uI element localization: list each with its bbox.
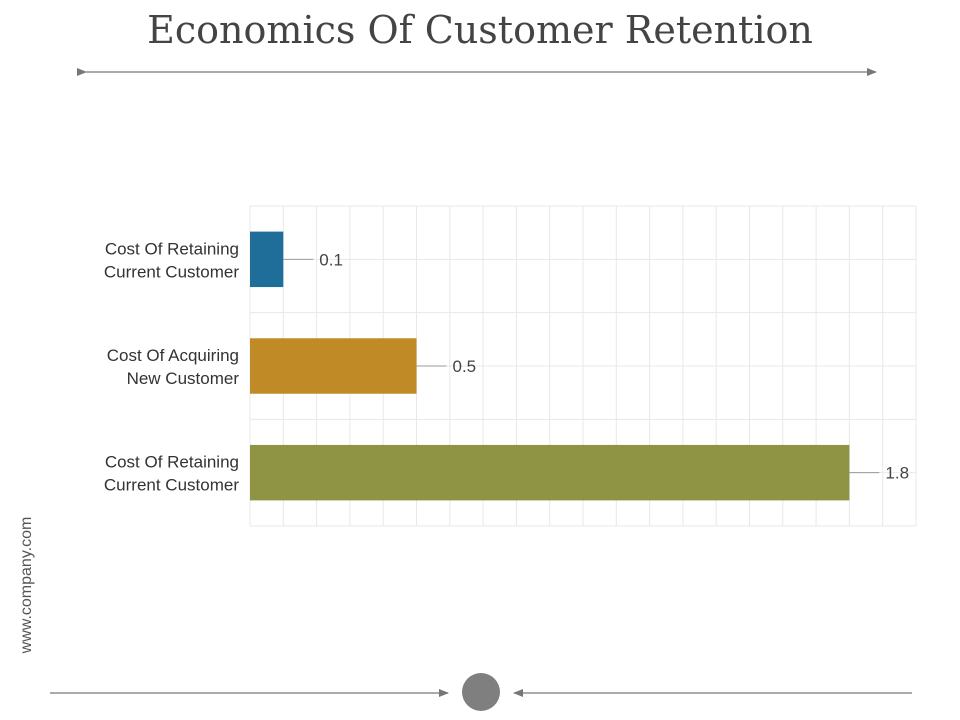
category-label-line: Cost Of Retaining xyxy=(105,453,239,472)
bar xyxy=(250,338,417,394)
website-url: www.company.com xyxy=(18,516,35,654)
bottom-circle xyxy=(462,673,500,711)
chart-leader-lines xyxy=(283,258,880,474)
category-label-line: Current Customer xyxy=(104,262,239,281)
category-label-line: Cost Of Acquiring xyxy=(107,346,239,365)
data-label: 0.1 xyxy=(319,250,343,269)
category-label-line: Cost Of Retaining xyxy=(105,239,239,258)
chart-bars xyxy=(250,231,850,501)
chart-data-labels: 0.1 0.5 1.8 xyxy=(319,250,909,482)
data-label: 0.5 xyxy=(453,357,477,376)
bar xyxy=(250,444,850,501)
category-label: Cost Of Retaining Current Customer xyxy=(104,239,239,281)
data-label: 1.8 xyxy=(885,464,909,483)
category-label: Cost Of Acquiring New Customer xyxy=(107,346,240,388)
category-label-line: New Customer xyxy=(127,369,240,388)
category-label-line: Current Customer xyxy=(104,476,239,495)
slide-title: Economics Of Customer Retention xyxy=(147,8,813,52)
bar xyxy=(250,231,284,288)
category-label: Cost Of Retaining Current Customer xyxy=(104,453,239,495)
